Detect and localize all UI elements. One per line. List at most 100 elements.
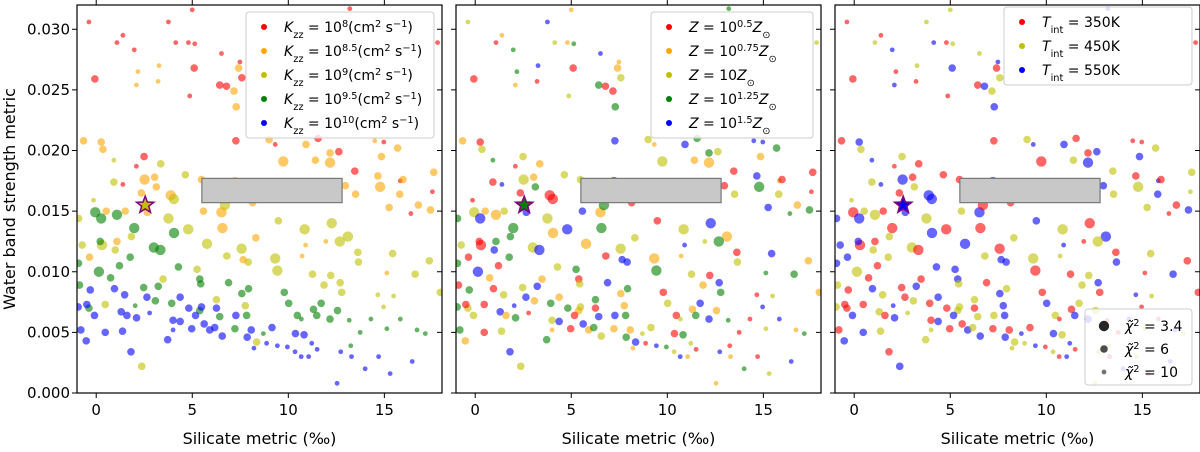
data-point	[594, 81, 603, 89]
data-point	[553, 263, 562, 271]
data-point	[1057, 253, 1063, 259]
data-point	[150, 173, 159, 181]
data-point	[601, 82, 610, 91]
legend-text-part: )	[417, 44, 422, 60]
legend-text-part: 10	[342, 115, 354, 126]
data-point	[120, 290, 129, 299]
data-point	[384, 326, 390, 332]
data-point	[626, 326, 635, 334]
legend-text-part: 1.5	[737, 115, 753, 126]
legend-entry-label: Z = 100.75Z⊙	[688, 43, 777, 65]
data-point	[566, 324, 575, 333]
data-point	[542, 213, 553, 224]
data-point	[1030, 265, 1041, 276]
data-point	[341, 181, 350, 190]
data-point	[1082, 157, 1094, 168]
data-point	[77, 303, 82, 311]
data-point	[1099, 181, 1108, 190]
data-point	[232, 311, 240, 320]
data-point	[212, 304, 221, 312]
data-point	[284, 299, 293, 308]
data-point	[129, 222, 140, 234]
data-point	[196, 280, 205, 288]
data-point	[481, 207, 490, 215]
data-point	[338, 349, 344, 355]
legend-marker	[666, 24, 672, 30]
data-point	[776, 316, 782, 322]
data-point	[533, 282, 542, 291]
size-legend-marker	[1098, 320, 1110, 332]
data-point	[1187, 189, 1193, 195]
data-point	[663, 299, 672, 308]
legend-text-part: T	[1042, 39, 1052, 55]
data-point	[348, 343, 354, 349]
legend-text-part: zz	[293, 126, 303, 137]
data-point	[753, 172, 761, 180]
data-point	[546, 299, 555, 308]
axes-frame	[834, 4, 1200, 394]
data-point	[1132, 181, 1144, 193]
data-point	[671, 349, 677, 355]
data-point	[869, 246, 878, 254]
data-point	[1078, 281, 1086, 289]
data-point	[1112, 248, 1120, 257]
data-point	[78, 241, 86, 249]
data-point	[1022, 340, 1028, 346]
data-point	[181, 170, 190, 179]
data-point	[173, 40, 179, 45]
data-point	[884, 253, 893, 261]
data-point	[333, 306, 342, 315]
data-point	[736, 329, 742, 335]
data-point	[85, 253, 94, 261]
data-point	[631, 234, 639, 242]
data-point	[435, 40, 440, 45]
data-point	[879, 207, 888, 215]
data-point	[82, 337, 91, 345]
size-legend-label: χ̃2 = 10	[1124, 364, 1178, 382]
data-point	[1095, 288, 1104, 297]
legend-entry-label: Z = 10Z⊙	[688, 68, 755, 89]
legend-text-part: )	[407, 68, 412, 84]
legend-entry-label: Tint = 550K	[1042, 63, 1121, 84]
data-point	[990, 103, 999, 111]
legend-text-part: )	[417, 92, 422, 108]
data-point	[397, 316, 403, 322]
data-point	[1002, 284, 1011, 293]
data-point	[926, 227, 938, 239]
data-point	[505, 253, 514, 261]
data-point	[243, 333, 252, 342]
data-point	[552, 40, 558, 45]
legend-text-part: χ̃	[1124, 342, 1134, 358]
x-tick-label: 5	[566, 401, 576, 419]
legend-text-part: K	[284, 68, 295, 84]
data-point	[1092, 236, 1104, 247]
legend-text-part: s	[381, 68, 393, 84]
data-point	[657, 156, 668, 167]
x-tick-label: 5	[945, 401, 955, 419]
legend-text-part: = 10	[699, 20, 737, 36]
data-point	[733, 258, 742, 266]
data-point	[351, 190, 360, 198]
data-point	[291, 329, 300, 338]
data-point	[535, 160, 544, 168]
data-point	[176, 293, 184, 302]
data-point	[663, 344, 669, 350]
data-point	[596, 222, 607, 234]
data-point	[1010, 234, 1018, 242]
data-point	[514, 69, 520, 75]
data-point	[176, 317, 184, 326]
data-point	[968, 323, 977, 332]
data-point	[77, 326, 85, 334]
data-point	[1084, 218, 1095, 229]
best-fit-star-marker	[134, 193, 156, 214]
data-point	[200, 320, 208, 328]
data-point	[530, 297, 539, 305]
best-fit-star-marker	[513, 193, 535, 214]
data-point	[251, 345, 257, 351]
data-point	[293, 311, 302, 320]
data-point	[957, 207, 966, 215]
data-point	[1072, 134, 1080, 143]
data-point	[1081, 239, 1087, 244]
data-point	[913, 244, 924, 256]
data-point	[115, 261, 124, 270]
